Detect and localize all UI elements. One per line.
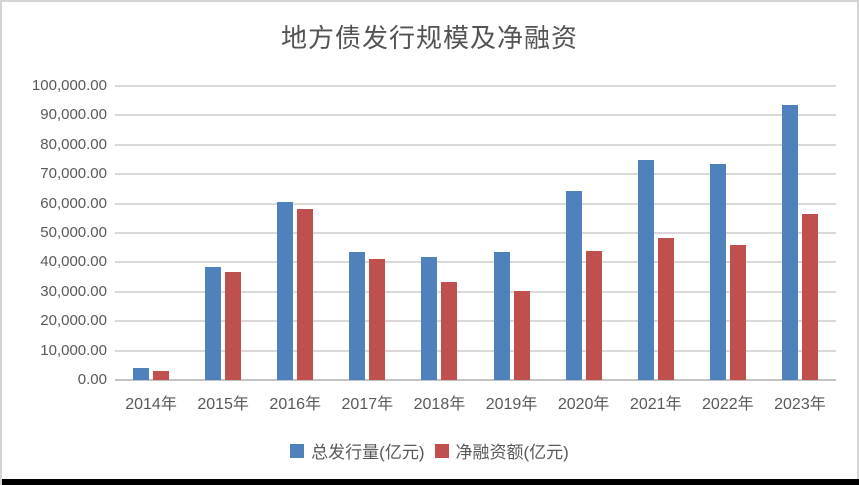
bar-series1-2016年 [297,209,314,380]
bar-series1-2023年 [801,214,818,380]
x-tick-label: 2018年 [413,396,466,413]
bar-series1-2020年 [585,251,602,380]
x-tick-label: 2015年 [197,396,249,413]
category-group [764,86,836,380]
category-group [476,86,548,380]
bar-series1-2019年 [513,291,530,380]
y-tick-label: 0.00 [77,371,107,388]
gridline [115,349,836,352]
y-tick-label: 70,000.00 [40,165,107,183]
bar-series0-2023年 [781,105,798,380]
y-tick-label: 100,000.00 [31,77,107,94]
category-group [548,86,620,380]
legend-marker-icon [290,443,305,458]
legend-marker-icon [434,443,449,458]
legend-label: 总发行量(亿元) [311,443,425,462]
x-tick-label: 2016年 [269,396,322,413]
y-tick-label: 30,000.00 [40,282,107,300]
gridline [115,261,836,264]
legend-item-series1: 净融资额(亿元) [434,438,569,463]
x-tick-label: 2022年 [702,396,754,413]
bar-series0-2014年 [133,368,150,380]
legend-item-series0: 总发行量(亿元) [290,438,425,463]
plot-area [115,85,836,381]
gridline [115,320,836,323]
bottom-edge-bar [2,479,859,485]
y-tick-label: 50,000.00 [40,224,107,241]
y-tick-label: 40,000.00 [40,253,107,271]
legend-label: 净融资额(亿元) [455,443,569,462]
gridline [115,143,836,146]
x-tick-label: 2014年 [125,396,177,413]
bar-series0-2022年 [709,164,726,380]
y-tick-label: 60,000.00 [40,194,107,212]
gridline [115,202,836,205]
bar-series0-2021年 [637,160,654,380]
gridline [115,173,836,176]
bar-series0-2019年 [493,252,510,380]
bar-series1-2018年 [441,282,458,380]
bar-series0-2017年 [349,252,366,380]
chart-legend: 总发行量(亿元) 净融资额(亿元) [2,438,857,463]
bar-series0-2018年 [421,257,438,380]
x-tick-label: 2017年 [341,396,394,413]
gridline [115,85,836,87]
category-group [115,86,187,380]
chart-title: 地方债发行规模及净融资 [280,23,578,53]
category-group [620,86,692,380]
gridline [115,114,836,117]
bar-series1-2021年 [657,238,674,380]
category-group [692,86,764,380]
bar-series1-2014年 [153,371,170,380]
bar-series1-2022年 [729,245,746,380]
y-tick-label: 20,000.00 [40,312,107,330]
bar-series0-2016年 [277,202,294,380]
category-group [259,86,331,380]
bar-series1-2015年 [225,272,242,380]
bar-series1-2017年 [369,259,386,380]
y-tick-label: 10,000.00 [40,341,107,359]
x-tick-label: 2019年 [485,396,538,413]
gridline [115,290,836,293]
x-tick-label: 2020年 [557,396,610,413]
category-group [187,86,259,380]
bar-series0-2015年 [205,267,222,380]
gridline [115,232,836,234]
y-tick-label: 90,000.00 [40,106,107,124]
x-tick-label: 2021年 [629,396,682,413]
x-tick-label: 2023年 [774,396,826,413]
category-group [331,86,403,380]
x-axis-line [115,379,836,381]
bar-series0-2020年 [565,191,582,380]
y-tick-label: 80,000.00 [40,135,107,153]
category-group [403,86,475,380]
